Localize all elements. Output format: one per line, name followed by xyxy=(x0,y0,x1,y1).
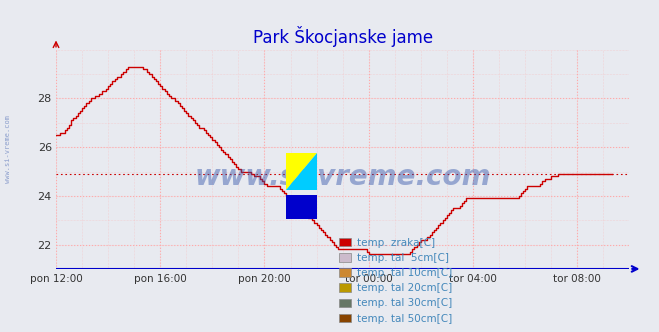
Title: Park Škocjanske jame: Park Škocjanske jame xyxy=(252,26,433,47)
Bar xyxy=(286,195,316,219)
Text: www.si-vreme.com: www.si-vreme.com xyxy=(194,163,491,191)
Polygon shape xyxy=(286,153,316,190)
Polygon shape xyxy=(286,153,316,190)
Text: www.si-vreme.com: www.si-vreme.com xyxy=(5,116,11,183)
Legend: temp. zraka[C], temp. tal  5cm[C], temp. tal 10cm[C], temp. tal 20cm[C], temp. t: temp. zraka[C], temp. tal 5cm[C], temp. … xyxy=(336,234,455,327)
